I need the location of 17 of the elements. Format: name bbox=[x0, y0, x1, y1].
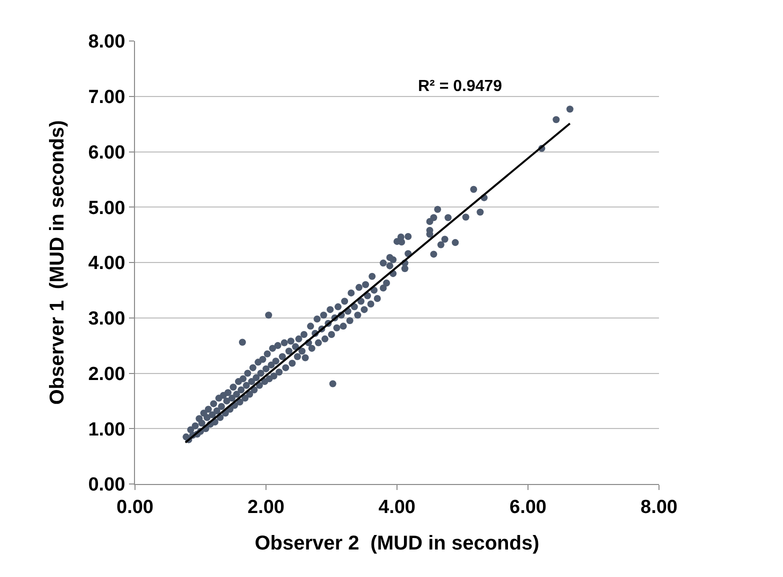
annotation: R² = 0.9479 bbox=[418, 78, 502, 95]
y-tick-label: 3.00 bbox=[88, 308, 126, 330]
y-tick-label: 0.00 bbox=[88, 474, 126, 496]
x-tick-label: 4.00 bbox=[378, 496, 416, 518]
y-tick-label: 8.00 bbox=[88, 32, 126, 53]
x-tick-label: 8.00 bbox=[640, 496, 678, 518]
x-tick-label: 0.00 bbox=[116, 496, 154, 518]
x-axis-title: Observer 2 (MUD in seconds) bbox=[254, 532, 540, 554]
y-tick-label: 7.00 bbox=[88, 87, 126, 108]
x-tick-label: 6.00 bbox=[510, 496, 546, 518]
y-tick-label: 1.00 bbox=[88, 419, 126, 440]
y-tick-label: 2.00 bbox=[88, 364, 126, 385]
y-tick-label: 5.00 bbox=[88, 198, 126, 219]
y-tick-label: 6.00 bbox=[88, 142, 126, 164]
y-tick-label: 4.00 bbox=[88, 253, 126, 274]
y-axis-title: Observer 1 (MUD in seconds) bbox=[46, 120, 69, 405]
x-tick-label: 2.00 bbox=[248, 496, 284, 518]
